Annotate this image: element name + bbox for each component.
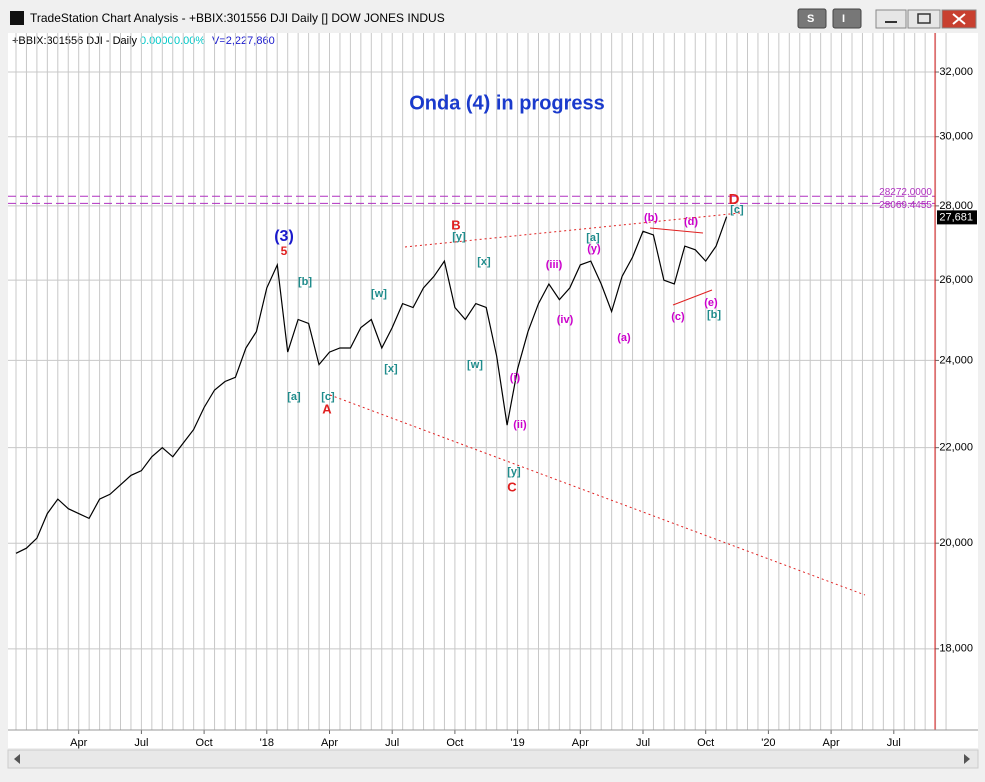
y-tick-label: 18,000	[939, 643, 973, 655]
wave-label: (3)	[274, 228, 294, 245]
triangle-bottom	[672, 289, 713, 306]
y-tick-label: 22,000	[939, 442, 973, 454]
wave-label: [x]	[384, 363, 398, 375]
wave-label: B	[451, 217, 460, 232]
wave-label: [w]	[467, 359, 483, 371]
wave-label: (iii)	[546, 259, 563, 271]
change-pct: 0.00%	[174, 35, 205, 47]
x-tick-label: Jul	[385, 737, 399, 749]
volume: V=2,227,860	[212, 35, 275, 47]
app-icon	[10, 11, 24, 25]
wave-label: [c]	[730, 204, 744, 216]
scroll-right[interactable]	[964, 754, 970, 764]
x-tick-label: '20	[761, 737, 775, 749]
chart-area	[8, 33, 978, 748]
wave-label: [a]	[586, 232, 600, 244]
minimize-button[interactable]	[875, 9, 907, 29]
last-price-label: 27,681	[939, 211, 973, 223]
scroll-left[interactable]	[14, 754, 20, 764]
last-price-box	[937, 210, 977, 225]
level-label: 28069.4455	[879, 200, 932, 211]
wave-label: [y]	[452, 231, 466, 243]
x-tick-label: Jul	[636, 737, 650, 749]
level-label: 28272.0000	[879, 187, 932, 198]
y-tick-label: 20,000	[939, 537, 973, 549]
x-tick-label: '18	[260, 737, 274, 749]
wave-label: 5	[281, 244, 288, 258]
wave-label: [b]	[298, 276, 312, 288]
x-tick-label: Oct	[196, 737, 213, 749]
wave-label: D	[729, 191, 740, 208]
chart-title: Onda (4) in progress	[409, 92, 605, 114]
wave-label: [x]	[477, 256, 491, 268]
price-line	[15, 216, 728, 554]
x-tick-label: '19	[510, 737, 524, 749]
s-button[interactable]	[797, 8, 827, 29]
triangle-top	[649, 227, 704, 234]
wave-label: [a]	[287, 391, 301, 403]
x-tick-label: Oct	[697, 737, 714, 749]
x-tick-label: Apr	[823, 737, 840, 749]
maximize-button[interactable]	[907, 9, 941, 29]
window-title: TradeStation Chart Analysis - +BBIX:3015…	[30, 11, 445, 25]
wave-label: (iv)	[557, 314, 574, 326]
x-tick-label: Apr	[572, 737, 589, 749]
x-tick-label: Apr	[321, 737, 338, 749]
x-tick-label: Jul	[134, 737, 148, 749]
y-tick-label: 32,000	[939, 66, 973, 78]
y-tick-label: 28,000	[939, 200, 973, 212]
change: 0.0000	[140, 35, 174, 47]
wave-label: (a)	[617, 332, 631, 344]
wave-label: [c]	[321, 391, 335, 403]
x-tick-label: Oct	[446, 737, 463, 749]
wave-label: [w]	[371, 288, 387, 300]
x-tick-label: Apr	[70, 737, 87, 749]
symbol: +BBIX:301556 DJI - Daily	[12, 35, 138, 47]
wave-label: (i)	[510, 372, 521, 384]
wave-label: [y]	[507, 466, 521, 478]
lower-trendline	[329, 394, 866, 596]
i-button[interactable]	[832, 8, 862, 29]
wave-label: (d)	[684, 216, 698, 228]
wave-label: (b)	[644, 212, 658, 224]
scrollbar[interactable]	[7, 749, 979, 769]
close-icon	[952, 13, 966, 25]
wave-label: (y)	[587, 243, 601, 255]
x-tick-label: Jul	[887, 737, 901, 749]
maximize-icon	[917, 13, 931, 24]
wave-label: [b]	[707, 309, 721, 321]
y-tick-label: 24,000	[939, 354, 973, 366]
wave-label: (c)	[671, 311, 685, 323]
wave-label: C	[507, 479, 517, 494]
wave-label: (e)	[704, 297, 718, 309]
wave-label: (ii)	[513, 419, 527, 431]
s-button-label: S	[807, 13, 814, 25]
upper-trendline	[404, 212, 741, 248]
i-button-label: I	[842, 13, 845, 25]
y-tick-label: 30,000	[939, 131, 973, 143]
y-tick-label: 26,000	[939, 274, 973, 286]
wave-label: A	[322, 401, 332, 416]
